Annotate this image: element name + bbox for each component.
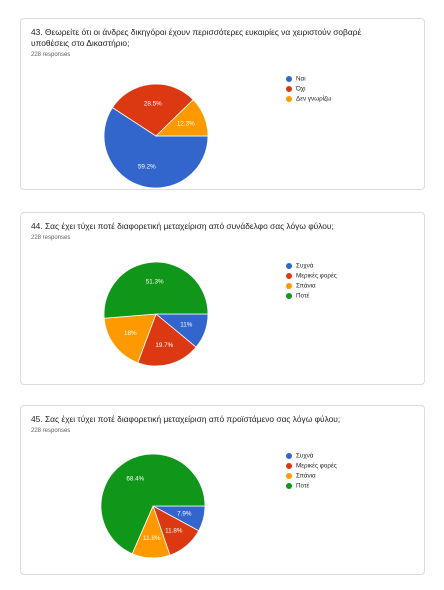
- slice-label: 28.5%: [144, 101, 162, 108]
- legend-label: Δεν γνωρίζω: [296, 95, 331, 103]
- pie-slice: [103, 313, 157, 364]
- legend-label: Ναι: [296, 76, 306, 83]
- legend-label: Συχνά: [296, 452, 314, 460]
- pie-slice: [100, 453, 206, 555]
- pie-slice: [103, 261, 209, 319]
- slice-label: 18%: [124, 330, 137, 337]
- subtitle: 228 responses: [31, 52, 71, 58]
- slice-label: 11.8%: [143, 535, 161, 542]
- slice-label: 11%: [180, 322, 193, 329]
- chart: 11% 19.7% 18% 51.3% Συχνά Μερικές φορές Σπάνια…: [103, 261, 337, 367]
- pie-slice: [103, 107, 209, 189]
- question-title: 45. Σας έχει τύχει ποτέ διαφορετική μετα…: [31, 414, 401, 437]
- legend-label: Σπάνια: [296, 472, 316, 480]
- subtitle: 228 responses: [31, 235, 71, 241]
- slice-label: 7.9%: [177, 511, 192, 518]
- legend-marker: [286, 293, 292, 299]
- pie-slice: [155, 99, 209, 137]
- card: 43. Θεωρείτε ότι οι άνδρες δικηγόροι έχο…: [20, 18, 425, 190]
- slice-label: 11.8%: [165, 527, 183, 534]
- legend-marker: [286, 76, 292, 82]
- pie-slice: [137, 313, 197, 367]
- card: 44. Σας έχει τύχει ποτέ διαφορετική μετα…: [20, 212, 425, 385]
- slice-label: 51.3%: [146, 278, 164, 285]
- slice-label: 68.4%: [126, 476, 144, 483]
- legend-label: Ποτέ: [296, 482, 309, 490]
- legend-marker: [286, 463, 292, 469]
- legend-marker: [286, 283, 292, 289]
- legend-label: Ποτέ: [296, 292, 309, 300]
- card: 45. Σας έχει τύχει ποτέ διαφορετική μετα…: [20, 405, 425, 575]
- legend-marker: [286, 273, 292, 279]
- legend-label: Μερικές φορές: [296, 462, 337, 470]
- slice-label: 12.3%: [177, 121, 195, 128]
- pie-slice: [111, 83, 194, 137]
- slice-label: 59.2%: [138, 164, 156, 171]
- title: 43. Θεωρείτε ότι οι άνδρες δικηγόροι έχο…: [31, 27, 362, 48]
- legend-marker: [286, 453, 292, 459]
- legend-marker: [286, 96, 292, 102]
- chart: 59.2% 28.5% 12.3% Ναι Όχι Δεν γνωρίζω: [103, 76, 331, 189]
- legend-label: Μερικές φορές: [296, 272, 337, 280]
- legend-marker: [286, 263, 292, 269]
- legend-label: Συχνά: [296, 262, 314, 270]
- slice-label: 19.7%: [155, 342, 173, 349]
- chart: 7.9% 11.8% 11.8% 68.4% Συχνά Μερικές φορές Σπά…: [100, 452, 337, 559]
- legend-marker: [286, 473, 292, 479]
- legend-marker: [286, 86, 292, 92]
- question-title: 43. Θεωρείτε ότι οι άνδρες δικηγόροι έχο…: [31, 27, 401, 61]
- legend-marker: [286, 483, 292, 489]
- question-title: 44. Σας έχει τύχει ποτέ διαφορετική μετα…: [31, 221, 401, 244]
- title: 45. Σας έχει τύχει ποτέ διαφορετική μετα…: [31, 414, 341, 424]
- title: 44. Σας έχει τύχει ποτέ διαφορετική μετα…: [31, 221, 334, 231]
- legend-label: Σπάνια: [296, 282, 316, 290]
- subtitle: 228 responses: [31, 428, 71, 434]
- legend-label: Όχι: [295, 86, 306, 93]
